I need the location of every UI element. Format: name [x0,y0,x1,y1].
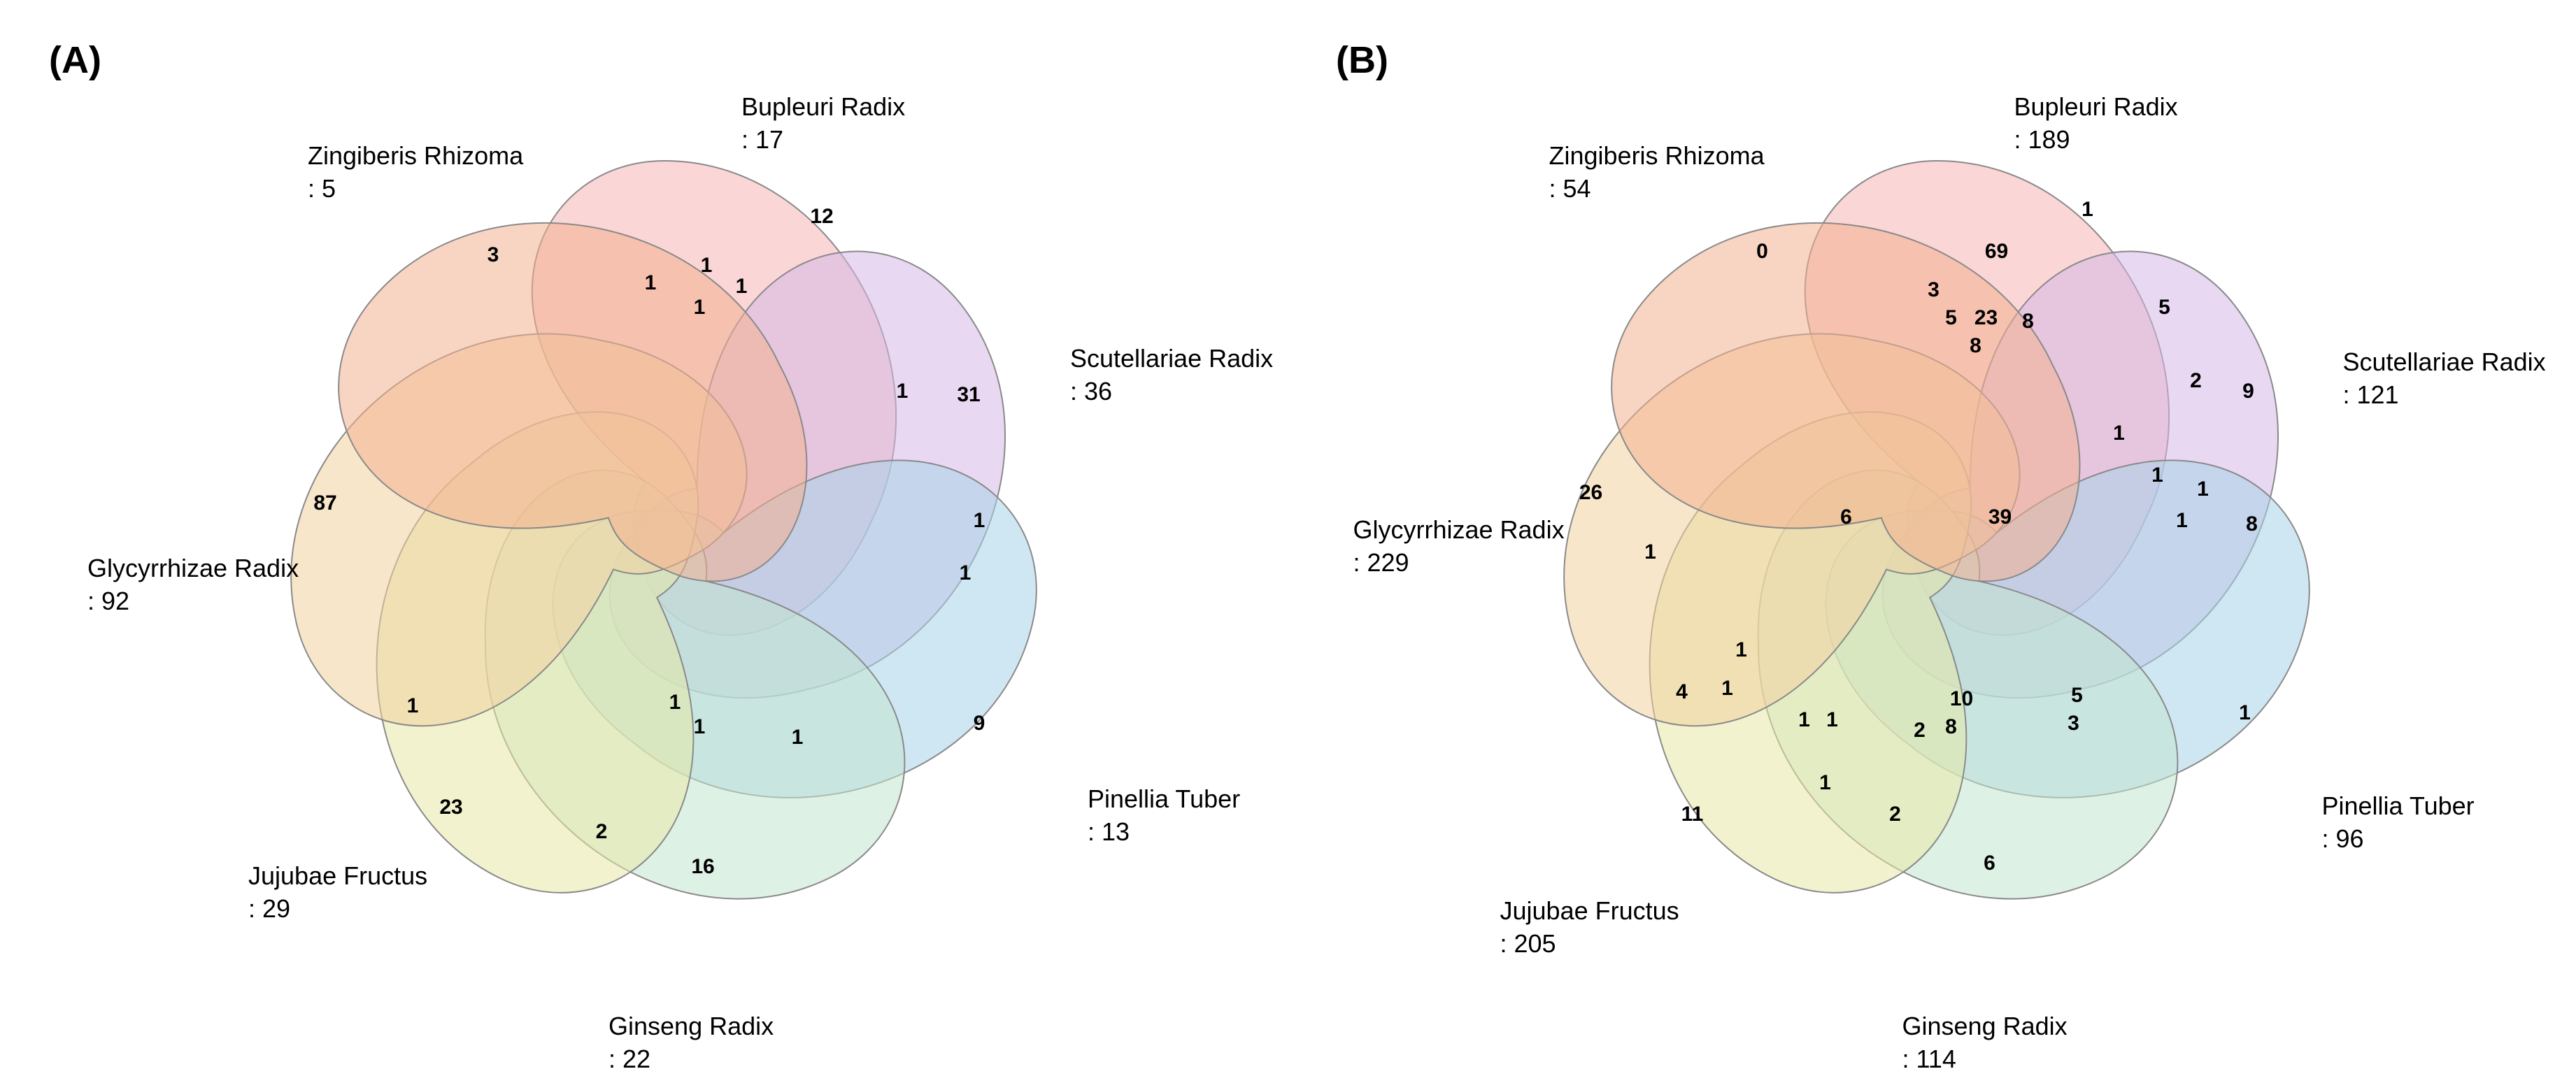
region-count: 1 [960,561,972,585]
region-count: 1 [2151,464,2163,487]
region-count: 1 [1721,677,1733,701]
region-count: 23 [439,796,462,819]
set-label: Glycyrrhizae Radix: 92 [87,552,299,618]
set-label: Jujubae Fructus: 205 [1500,895,1679,961]
region-count: 1 [1826,708,1838,732]
set-label: Zingiberis Rhizoma: 5 [308,140,523,206]
region-count: 1 [974,509,985,533]
region-count: 2 [2190,369,2202,393]
panel-label: (B) [1336,38,1388,82]
figure-wrap: Bupleuri Radix: 17 Scutellariae Radix: 36… [0,0,2576,1073]
region-count: 1 [1735,638,1747,662]
region-count: 1 [1798,708,1810,732]
region-count: 8 [1970,334,1981,358]
region-count: 1 [669,691,681,715]
region-count: 6 [1840,505,1852,529]
region-count: 1 [2197,478,2209,501]
region-count: 69 [1985,240,2008,264]
region-count: 11 [1681,803,1704,826]
region-count: 23 [1974,306,1998,330]
region-count: 1 [2113,422,2125,445]
region-count: 9 [974,712,985,736]
set-label: Zingiberis Rhizoma: 54 [1549,140,1765,206]
set-label: Scutellariae Radix: 121 [2343,346,2546,412]
venn-panel-a: Bupleuri Radix: 17 Scutellariae Radix: 36… [0,0,1288,1073]
region-count: 1 [694,715,706,739]
region-count: 1 [2176,509,2188,533]
region-count: 2 [1914,719,1926,743]
region-count: 8 [1945,715,1957,739]
region-count: 1 [407,694,419,718]
region-count: 16 [691,855,714,879]
region-count: 2 [1889,803,1901,826]
region-count: 5 [1945,306,1957,330]
panel-label: (A) [49,38,101,82]
region-count: 3 [488,243,499,267]
region-count: 2 [596,820,608,844]
region-count: 1 [1644,540,1656,564]
set-label: Scutellariae Radix: 36 [1070,343,1273,408]
set-label: Pinellia Tuber: 96 [2322,790,2475,856]
region-count: 4 [1676,680,1688,704]
region-count: 6 [1984,852,1995,875]
region-count: 26 [1579,481,1602,505]
region-count: 1 [701,254,713,278]
region-count: 5 [2158,296,2170,320]
set-label: Ginseng Radix: 114 [1902,1010,2068,1076]
region-count: 1 [736,275,748,299]
venn-panel-b: Bupleuri Radix: 189 Scutellariae Radix: 1… [1288,0,2576,1073]
set-label: Glycyrrhizae Radix: 229 [1353,514,1565,580]
region-count: 1 [694,296,706,320]
region-count: 8 [2022,310,2034,333]
region-count: 39 [1988,505,2012,529]
set-label: Ginseng Radix: 22 [609,1010,774,1076]
set-label: Jujubae Fructus: 29 [248,860,427,926]
region-count: 31 [957,383,980,407]
set-label: Bupleuri Radix: 189 [2014,91,2178,157]
region-count: 1 [2082,198,2093,222]
set-label: Bupleuri Radix: 17 [741,91,905,157]
region-count: 12 [810,205,833,229]
region-count: 10 [1950,687,1973,711]
region-count: 5 [2071,684,2083,708]
region-count: 9 [2242,380,2254,403]
region-count: 8 [2246,512,2258,536]
region-count: 3 [2068,712,2079,736]
region-count: 1 [1819,771,1831,795]
venn-svg [0,0,1288,1073]
region-count: 1 [792,726,804,749]
region-count: 0 [1756,240,1768,264]
region-count: 1 [2239,701,2251,725]
region-count: 87 [313,492,336,515]
region-count: 3 [1928,278,1940,302]
region-count: 1 [645,271,657,295]
region-count: 1 [897,380,909,403]
set-label: Pinellia Tuber: 13 [1088,783,1240,849]
